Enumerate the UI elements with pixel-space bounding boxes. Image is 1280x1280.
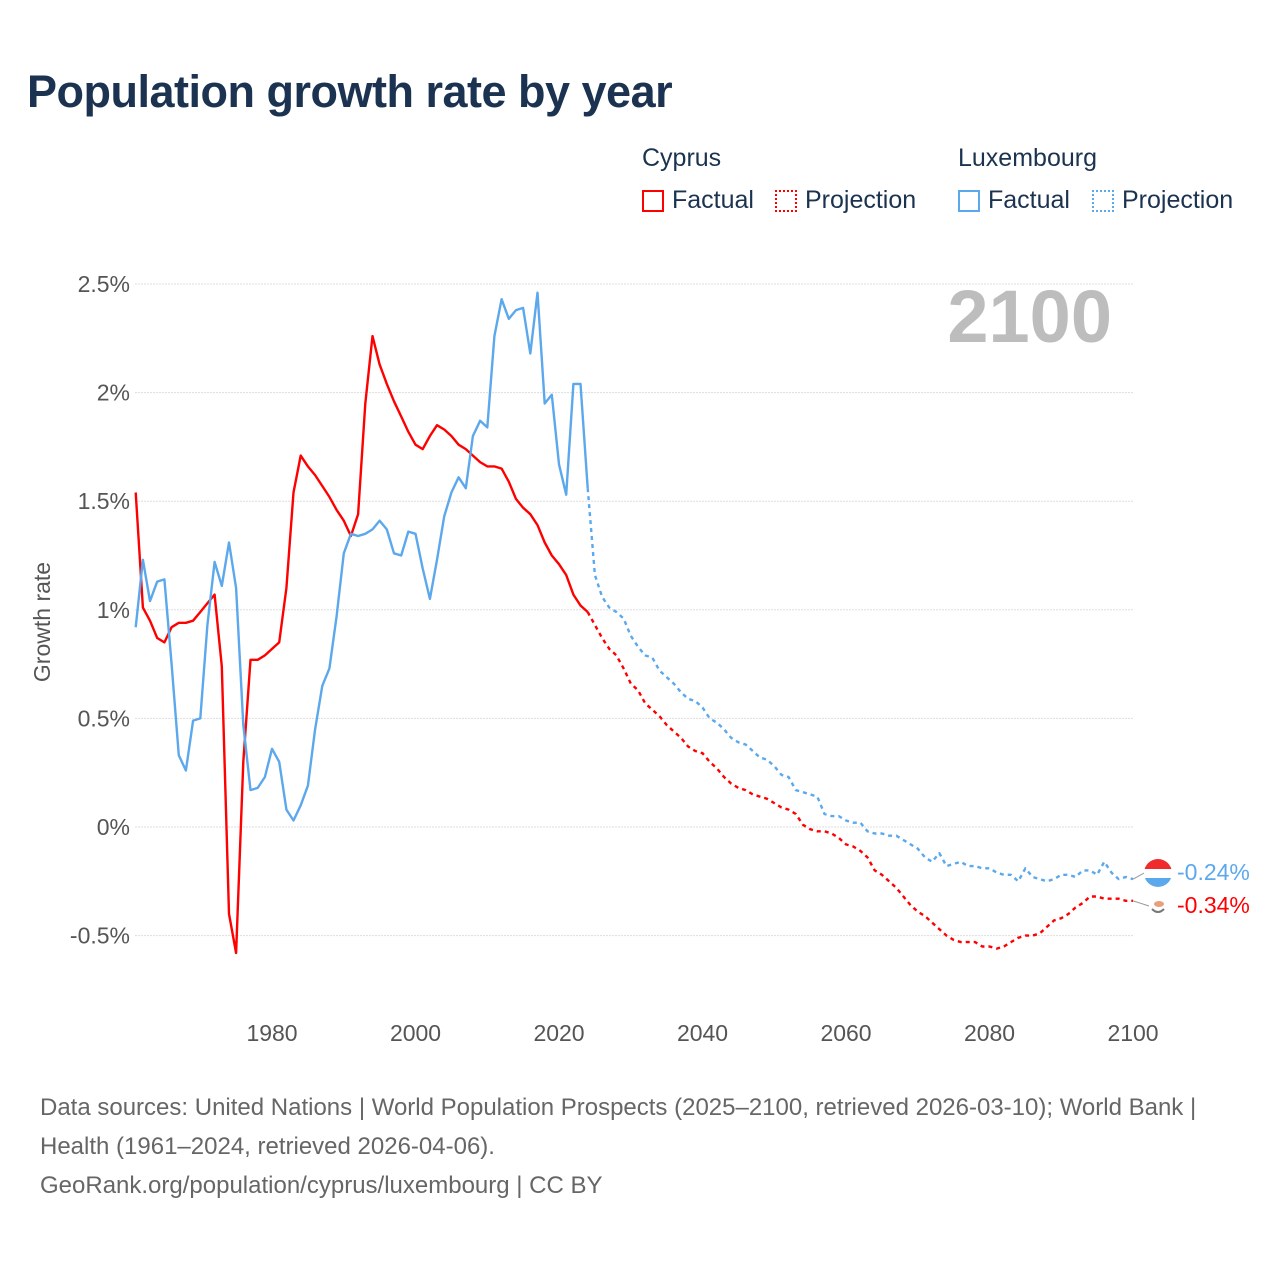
footer-sources: Data sources: United Nations | World Pop… bbox=[40, 1088, 1240, 1205]
legend-luxembourg-projection[interactable]: Projection bbox=[1092, 186, 1233, 215]
footer-attribution[interactable]: GeoRank.org/population/cyprus/luxembourg… bbox=[40, 1172, 603, 1199]
year-overlay: 2100 bbox=[947, 275, 1112, 358]
legend-cyprus: Cyprus Factual Projection bbox=[642, 144, 916, 214]
line-chart: -0.5% 0% 0.5% 1% 1.5% 2% 2.5% 1980 2000 2020 2040… bbox=[29, 271, 1250, 1046]
luxembourg-label-connector bbox=[1132, 872, 1145, 880]
cyprus-flag-icon bbox=[1149, 897, 1167, 915]
y-tick-label: 0.5% bbox=[78, 705, 130, 731]
luxembourg-end-label: -0.24% bbox=[1177, 859, 1250, 885]
end-labels: -0.24% -0.34% bbox=[1144, 859, 1250, 918]
legend-swatch-solid bbox=[642, 189, 664, 212]
x-tick-label: 2080 bbox=[964, 1020, 1015, 1046]
legend-label: Projection bbox=[805, 186, 917, 214]
series-lines bbox=[134, 291, 1150, 955]
luxembourg-projection-line bbox=[586, 488, 1134, 883]
y-axis-label: Growth rate bbox=[29, 562, 55, 682]
x-tick-label: 1980 bbox=[246, 1020, 297, 1046]
x-tick-label: 2040 bbox=[677, 1020, 728, 1046]
y-axis-ticks: -0.5% 0% 0.5% 1% 1.5% 2% 2.5% bbox=[70, 271, 130, 949]
y-tick-label: 1.5% bbox=[78, 488, 130, 514]
luxembourg-factual-line bbox=[134, 291, 589, 822]
legend-swatch-dotted bbox=[775, 189, 797, 212]
cyprus-projection-line bbox=[586, 611, 1133, 950]
legend-luxembourg: Luxembourg Factual Projection bbox=[958, 144, 1233, 214]
grid-lines bbox=[135, 283, 1133, 937]
legend-label: Factual bbox=[672, 186, 754, 214]
x-axis-ticks: 1980 2000 2020 2040 2060 2080 2100 bbox=[246, 1020, 1158, 1046]
legend-label: Factual bbox=[988, 186, 1070, 214]
y-tick-label: 2.5% bbox=[78, 271, 130, 297]
x-tick-label: 2100 bbox=[1107, 1020, 1158, 1046]
cyprus-end-label: -0.34% bbox=[1177, 892, 1250, 918]
legend-group-name: Cyprus bbox=[642, 144, 722, 172]
legend-label: Projection bbox=[1122, 186, 1234, 214]
cyprus-factual-line bbox=[134, 334, 589, 955]
chart-title: Population growth rate by year bbox=[27, 66, 673, 117]
legend-luxembourg-factual[interactable]: Factual bbox=[958, 186, 1070, 215]
legend-cyprus-factual[interactable]: Factual bbox=[642, 186, 754, 215]
x-tick-label: 2060 bbox=[820, 1020, 871, 1046]
legend-group-name: Luxembourg bbox=[958, 144, 1097, 172]
luxembourg-flag-icon bbox=[1144, 859, 1172, 887]
legend-swatch-solid bbox=[958, 189, 980, 212]
legend-cyprus-projection[interactable]: Projection bbox=[775, 186, 916, 215]
y-tick-label: -0.5% bbox=[70, 923, 130, 949]
legend-swatch-dotted bbox=[1092, 189, 1114, 212]
y-tick-label: 2% bbox=[97, 380, 130, 406]
x-tick-label: 2020 bbox=[533, 1020, 584, 1046]
footer-data-sources: Data sources: United Nations | World Pop… bbox=[40, 1094, 1197, 1160]
cyprus-label-connector bbox=[1132, 900, 1150, 907]
y-tick-label: 0% bbox=[97, 814, 130, 840]
x-tick-label: 2000 bbox=[390, 1020, 441, 1046]
y-tick-label: 1% bbox=[97, 597, 130, 623]
